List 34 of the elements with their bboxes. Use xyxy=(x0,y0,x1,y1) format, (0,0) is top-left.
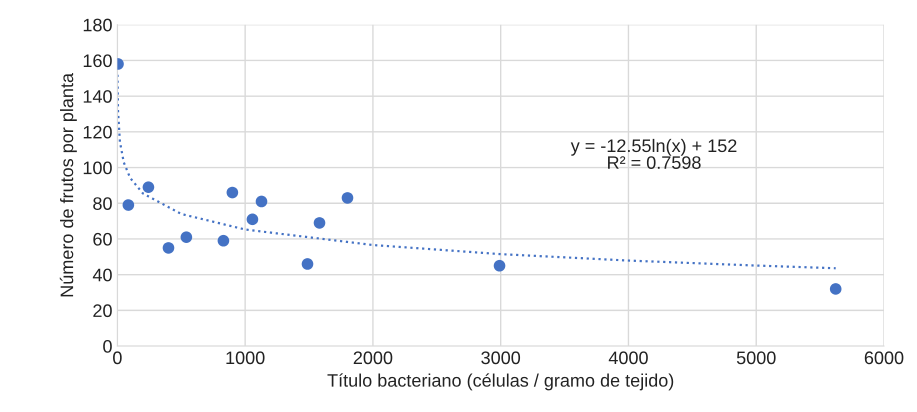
x-tick-label: 6000 xyxy=(864,351,904,364)
y-tick-label: 180 xyxy=(84,18,112,32)
y-tick-label: 120 xyxy=(84,126,112,139)
y-tick-label: 0 xyxy=(103,340,112,353)
x-tick-label: 5000 xyxy=(736,351,776,364)
y-tick-label: 60 xyxy=(93,232,112,246)
point xyxy=(314,217,326,229)
point xyxy=(246,214,258,226)
y-tick-label: 100 xyxy=(84,161,112,174)
y-tick-label: 20 xyxy=(93,304,112,318)
y-tick-label: 80 xyxy=(93,197,112,210)
point xyxy=(162,242,174,254)
x-tick-label: 1000 xyxy=(226,351,265,364)
annotation: y = -12.55ln(x) + 152 R² = 0.7598 xyxy=(570,138,736,169)
x-tick-label: 0 xyxy=(113,351,122,364)
y-tick-label: 140 xyxy=(84,90,112,103)
point xyxy=(142,181,154,193)
point xyxy=(494,260,506,272)
line-series xyxy=(117,74,837,270)
x-tick-label: 4000 xyxy=(608,351,648,364)
y-tick-label: 40 xyxy=(92,268,112,282)
point xyxy=(180,231,192,243)
x-tick-label: 3000 xyxy=(481,351,520,364)
y-axis-title: Número de frutos por planta xyxy=(60,72,77,296)
point xyxy=(342,192,354,204)
y-tick-label: 160 xyxy=(84,54,112,68)
point xyxy=(302,258,314,270)
point xyxy=(218,234,230,247)
point xyxy=(830,283,842,295)
x-axis-title: Título bacteriano (células / gramo de tejido) xyxy=(327,373,674,390)
point xyxy=(122,199,134,211)
point xyxy=(226,186,238,198)
x-tick-label: 2000 xyxy=(354,351,392,364)
point xyxy=(256,196,268,208)
